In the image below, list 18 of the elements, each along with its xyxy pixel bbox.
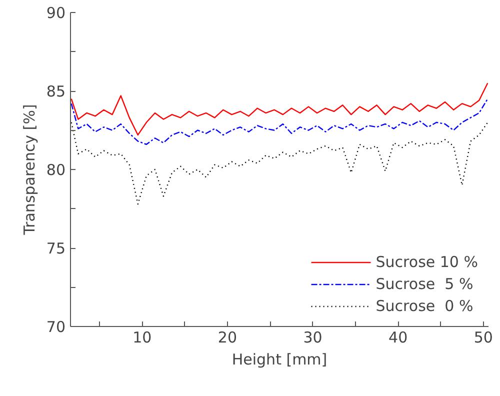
- x-tick-label: 40: [388, 328, 408, 346]
- x-tick-label: 30: [303, 328, 322, 346]
- x-tick-label: 10: [132, 328, 152, 346]
- x-tick-label: 20: [218, 328, 238, 346]
- legend-label: Sucrose 10 %: [376, 253, 478, 271]
- y-tick-label: 75: [46, 240, 66, 258]
- y-axis-title: Transparency [%]: [20, 104, 38, 236]
- line-series: [70, 98, 488, 145]
- y-tick-label: 80: [46, 161, 66, 179]
- y-tick-label: 70: [46, 318, 66, 336]
- legend-label: Sucrose 0 %: [376, 297, 474, 315]
- line-series: [70, 82, 488, 136]
- y-tick-label: 90: [46, 4, 66, 22]
- y-tick-label: 85: [46, 82, 66, 100]
- line-series: [70, 122, 488, 205]
- legend-label: Sucrose 5 %: [376, 275, 474, 293]
- x-tick-label: 50: [474, 328, 493, 346]
- x-axis-title: Height [mm]: [232, 350, 328, 368]
